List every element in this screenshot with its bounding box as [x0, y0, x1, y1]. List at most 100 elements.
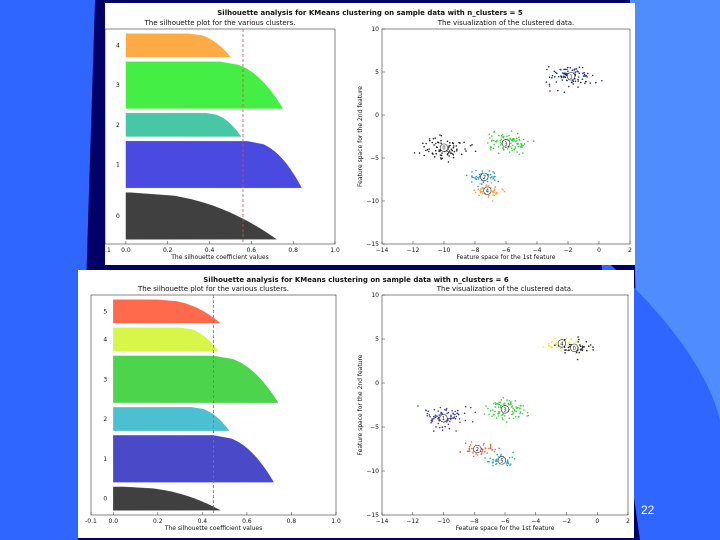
data-point [475, 453, 477, 455]
data-point [548, 342, 550, 345]
data-point [439, 406, 442, 409]
cluster-label: 0 [103, 496, 107, 503]
cluster-center-3 [500, 405, 510, 414]
data-point [500, 144, 502, 146]
data-point [484, 447, 487, 450]
data-point [584, 75, 586, 77]
data-point [497, 180, 500, 183]
data-point [489, 149, 492, 151]
y-axis-label: Feature space for the 2nd feature [357, 354, 364, 455]
x-tick-label: 0.4 [205, 247, 215, 254]
cluster-label: 4 [103, 336, 107, 343]
data-point [454, 410, 457, 413]
data-point [509, 137, 512, 140]
data-point [502, 397, 505, 399]
data-point [471, 171, 473, 173]
data-point [464, 405, 467, 408]
data-point [493, 172, 496, 174]
data-point [493, 413, 496, 416]
data-point [448, 155, 451, 157]
data-point [507, 402, 510, 404]
data-point [447, 151, 450, 153]
data-point [521, 412, 524, 415]
data-point [444, 425, 446, 428]
data-point [490, 182, 493, 184]
data-point [514, 400, 517, 402]
data-point [511, 149, 513, 152]
data-point [584, 82, 586, 85]
data-point [475, 169, 477, 172]
data-point [513, 409, 516, 411]
data-point [551, 346, 553, 348]
data-point [477, 178, 480, 180]
x-tick-label: 0.0 [121, 247, 131, 254]
data-point [477, 185, 479, 188]
data-point [560, 76, 563, 79]
data-point [495, 460, 498, 463]
data-point [570, 81, 573, 83]
data-point [493, 130, 496, 133]
data-point [505, 421, 508, 423]
data-point [557, 89, 559, 92]
data-point [548, 66, 550, 68]
x-tick-label: −12 [406, 518, 419, 525]
data-point [496, 458, 498, 460]
cluster-label: 4 [116, 42, 120, 49]
data-point [437, 416, 440, 419]
data-point [471, 144, 473, 146]
data-point [567, 70, 569, 73]
data-point [513, 137, 515, 140]
data-point [433, 417, 435, 420]
data-point [460, 153, 463, 156]
data-point [431, 420, 434, 423]
data-point [555, 343, 557, 345]
data-point [481, 452, 483, 454]
data-point [508, 417, 511, 419]
data-point [587, 345, 590, 347]
data-point [435, 426, 437, 428]
data-point [519, 146, 522, 148]
data-point [503, 402, 506, 405]
data-point [452, 142, 454, 144]
data-point [553, 337, 555, 339]
data-point [494, 406, 497, 408]
data-point [471, 176, 473, 178]
data-point [482, 187, 485, 190]
data-point [492, 458, 494, 461]
data-point [581, 78, 584, 80]
data-point [516, 406, 519, 409]
data-point [589, 344, 592, 346]
x-axis-label: The silhouette coefficient values [164, 525, 263, 532]
data-point [481, 188, 483, 190]
data-point [567, 342, 570, 344]
data-point [498, 403, 501, 406]
data-point [574, 353, 577, 355]
data-point [499, 406, 502, 408]
data-point [455, 415, 458, 418]
silhouette-cluster-1 [113, 435, 274, 483]
data-point [469, 406, 472, 409]
data-point [592, 346, 594, 348]
silhouette-cluster-1 [125, 141, 302, 189]
data-point [560, 337, 563, 339]
data-point [478, 194, 480, 197]
x-tick-label: -0.1 [105, 247, 111, 254]
data-point [479, 190, 482, 193]
x-tick-label: −2 [564, 247, 573, 254]
data-point [428, 138, 431, 140]
data-point [425, 409, 428, 412]
data-point [436, 141, 439, 143]
data-point [556, 346, 558, 349]
data-point [449, 420, 451, 423]
data-point [502, 137, 505, 139]
figure-suptitle: Silhouette analysis for KMeans clusterin… [217, 9, 523, 17]
y-tick-label: −5 [370, 155, 379, 162]
data-point [591, 74, 594, 77]
data-point [450, 148, 453, 151]
data-point [488, 170, 491, 172]
data-point [510, 142, 512, 145]
cluster-label: 5 [103, 308, 107, 315]
data-point [518, 153, 520, 156]
data-point [589, 82, 591, 84]
data-point [446, 412, 448, 415]
